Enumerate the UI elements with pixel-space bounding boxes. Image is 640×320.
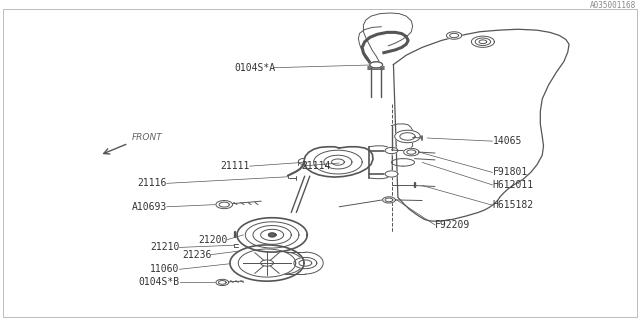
Polygon shape	[269, 233, 275, 236]
Text: 0104S*A: 0104S*A	[234, 63, 275, 73]
Text: F91801: F91801	[492, 167, 527, 177]
Text: 0104S*B: 0104S*B	[138, 277, 179, 287]
Text: 11060: 11060	[150, 264, 179, 274]
Polygon shape	[294, 257, 317, 269]
Polygon shape	[385, 171, 398, 177]
Text: F92209: F92209	[435, 220, 470, 230]
Polygon shape	[216, 279, 228, 285]
Text: H615182: H615182	[492, 200, 534, 210]
Text: A035001168: A035001168	[590, 2, 636, 11]
Text: A10693: A10693	[131, 202, 167, 212]
Text: 21111: 21111	[220, 161, 250, 171]
Text: 14065: 14065	[492, 136, 522, 146]
Text: FRONT: FRONT	[132, 133, 163, 142]
Polygon shape	[216, 201, 232, 209]
Polygon shape	[383, 197, 396, 203]
Text: 21236: 21236	[182, 250, 211, 260]
Polygon shape	[447, 32, 462, 39]
Polygon shape	[385, 148, 398, 154]
Text: H612011: H612011	[492, 180, 534, 190]
Text: 21210: 21210	[150, 243, 179, 252]
Text: 21116: 21116	[138, 178, 167, 188]
Text: 21114: 21114	[301, 161, 330, 171]
Polygon shape	[370, 62, 383, 68]
Polygon shape	[395, 130, 420, 143]
Polygon shape	[404, 148, 419, 156]
Polygon shape	[471, 36, 494, 47]
Text: 21200: 21200	[198, 235, 227, 244]
